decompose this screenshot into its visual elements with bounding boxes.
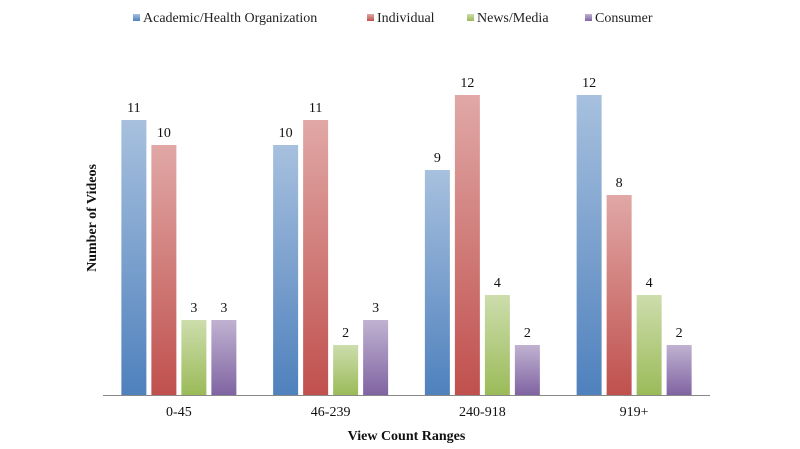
bar-news-media-240-918 bbox=[484, 295, 510, 395]
legend-label-news-media: News/Media bbox=[477, 11, 549, 26]
data-label-news-media-919: 4 bbox=[646, 276, 653, 291]
legend-item-individual: Individual bbox=[367, 11, 435, 26]
data-label-consumer-240-918: 2 bbox=[524, 326, 531, 341]
legend-label-academic-health-organization: Academic/Health Organization bbox=[143, 11, 317, 26]
legend-item-academic-health-organization: Academic/Health Organization bbox=[133, 11, 317, 26]
legend-item-news-media: News/Media bbox=[467, 11, 549, 26]
data-label-news-media-240-918: 4 bbox=[494, 276, 501, 291]
bar-news-media-919 bbox=[636, 295, 662, 395]
bar-news-media-0-45 bbox=[181, 320, 207, 395]
legend-label-individual: Individual bbox=[377, 11, 435, 26]
bar-individual-919 bbox=[606, 195, 632, 395]
data-label-individual-919: 8 bbox=[616, 176, 623, 191]
bar-consumer-919 bbox=[666, 345, 692, 395]
legend-item-consumer: Consumer bbox=[585, 11, 653, 26]
data-labels-group: 11 10 3 3 10 11 2 3 9 12 4 2 12 8 4 2 bbox=[127, 76, 682, 341]
x-tick-label-46-239: 46-239 bbox=[311, 405, 351, 420]
x-tick-label-240-918: 240-918 bbox=[459, 405, 506, 420]
bar-academic-health-organization-46-239 bbox=[273, 145, 299, 395]
bars-group bbox=[121, 95, 692, 395]
data-label-academic-health-organization-919: 12 bbox=[582, 76, 596, 91]
y-axis-title: Number of Videos bbox=[85, 164, 100, 272]
data-label-consumer-46-239: 3 bbox=[372, 301, 379, 316]
bar-academic-health-organization-919 bbox=[576, 95, 602, 395]
data-label-academic-health-organization-240-918: 9 bbox=[434, 151, 441, 166]
legend-label-consumer: Consumer bbox=[595, 11, 653, 26]
data-label-academic-health-organization-46-239: 10 bbox=[279, 126, 293, 141]
x-tick-labels: 0-45 46-239 240-918 919+ bbox=[166, 405, 649, 420]
bar-individual-46-239 bbox=[303, 120, 329, 395]
bar-individual-0-45 bbox=[151, 145, 177, 395]
data-label-individual-46-239: 11 bbox=[309, 101, 322, 116]
legend-swatch-academic-health-organization bbox=[133, 14, 140, 21]
bar-academic-health-organization-240-918 bbox=[424, 170, 450, 395]
bar-academic-health-organization-0-45 bbox=[121, 120, 147, 395]
x-tick-label-919: 919+ bbox=[620, 405, 649, 420]
bar-consumer-240-918 bbox=[514, 345, 540, 395]
data-label-news-media-0-45: 3 bbox=[190, 301, 197, 316]
data-label-consumer-919: 2 bbox=[676, 326, 683, 341]
legend-swatch-individual bbox=[367, 14, 374, 21]
data-label-individual-240-918: 12 bbox=[460, 76, 474, 91]
legend: Academic/Health Organization Individual Ne… bbox=[133, 11, 653, 26]
data-label-consumer-0-45: 3 bbox=[220, 301, 227, 316]
bar-consumer-46-239 bbox=[363, 320, 389, 395]
data-label-news-media-46-239: 2 bbox=[342, 326, 349, 341]
bar-consumer-0-45 bbox=[211, 320, 237, 395]
data-label-academic-health-organization-0-45: 11 bbox=[127, 101, 140, 116]
bar-individual-240-918 bbox=[454, 95, 480, 395]
legend-swatch-news-media bbox=[467, 14, 474, 21]
bar-news-media-46-239 bbox=[333, 345, 359, 395]
x-tick-label-0-45: 0-45 bbox=[166, 405, 192, 420]
legend-swatch-consumer bbox=[585, 14, 592, 21]
data-label-individual-0-45: 10 bbox=[157, 126, 171, 141]
x-axis-title: View Count Ranges bbox=[348, 429, 466, 444]
